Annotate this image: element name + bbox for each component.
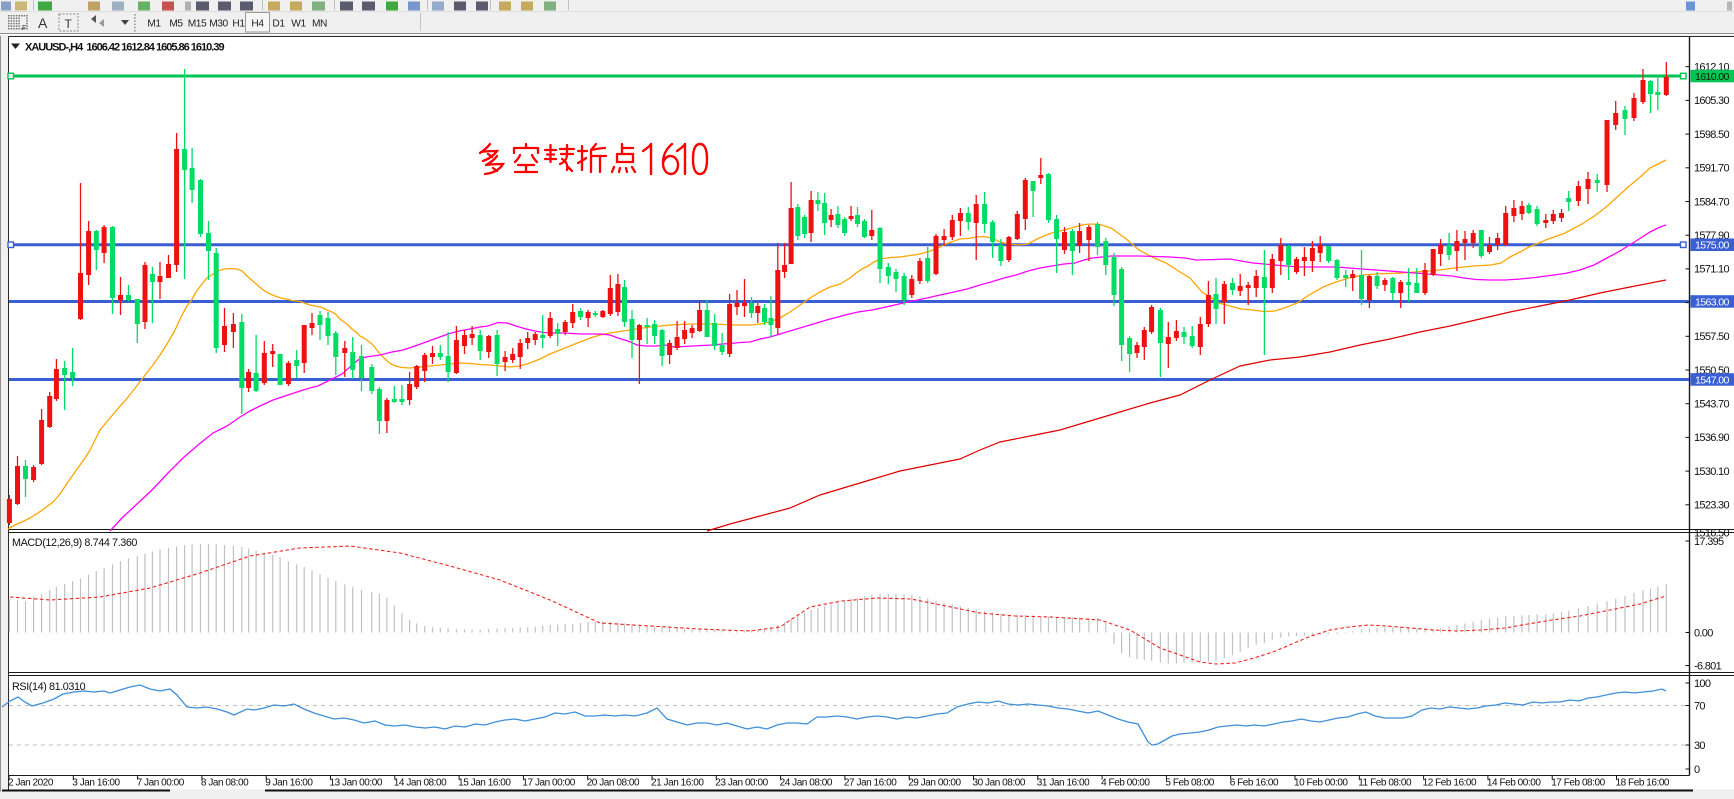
- svg-text:H1: H1: [232, 19, 245, 30]
- svg-text:15 Jan 16:00: 15 Jan 16:00: [458, 778, 511, 789]
- svg-text:M30: M30: [209, 19, 228, 30]
- svg-text:14 Jan 08:00: 14 Jan 08:00: [394, 778, 447, 789]
- svg-text:F: F: [22, 25, 26, 32]
- svg-text:1605.30: 1605.30: [1694, 95, 1729, 107]
- svg-text:1563.00: 1563.00: [1695, 296, 1730, 308]
- svg-text:6 Feb 16:00: 6 Feb 16:00: [1230, 778, 1279, 789]
- svg-text:2 Jan 2020: 2 Jan 2020: [8, 778, 54, 789]
- svg-text:100: 100: [1694, 678, 1711, 690]
- svg-text:5 Feb 08:00: 5 Feb 08:00: [1165, 778, 1214, 789]
- svg-text:A: A: [38, 15, 48, 31]
- svg-text:24 Jan 08:00: 24 Jan 08:00: [780, 778, 833, 789]
- svg-text:1557.50: 1557.50: [1694, 331, 1729, 343]
- svg-text:13 Jan 00:00: 13 Jan 00:00: [330, 778, 383, 789]
- svg-text:0.00: 0.00: [1694, 627, 1713, 639]
- svg-text:8 Jan 08:00: 8 Jan 08:00: [201, 778, 249, 789]
- svg-text:MN: MN: [312, 19, 327, 30]
- svg-text:M5: M5: [169, 19, 183, 30]
- svg-text:17 Feb 08:00: 17 Feb 08:00: [1551, 778, 1605, 789]
- svg-text:M1: M1: [147, 19, 161, 30]
- svg-text:18 Feb 16:00: 18 Feb 16:00: [1616, 778, 1670, 789]
- svg-text:1591.70: 1591.70: [1694, 163, 1729, 175]
- svg-text:1523.30: 1523.30: [1694, 500, 1729, 512]
- svg-text:MACD(12,26,9) 8.744 7.360: MACD(12,26,9) 8.744 7.360: [12, 537, 137, 549]
- svg-text:30 Jan 08:00: 30 Jan 08:00: [973, 778, 1026, 789]
- svg-text:20 Jan 08:00: 20 Jan 08:00: [587, 778, 640, 789]
- svg-text:1516.50: 1516.50: [1694, 527, 1729, 539]
- svg-text:1547.00: 1547.00: [1695, 374, 1730, 386]
- svg-text:30: 30: [1694, 740, 1705, 752]
- svg-text:1543.70: 1543.70: [1694, 399, 1729, 411]
- svg-text:10 Feb 00:00: 10 Feb 00:00: [1294, 778, 1348, 789]
- svg-text:17.395: 17.395: [1694, 536, 1724, 548]
- svg-text:D1: D1: [272, 19, 285, 30]
- svg-text:29 Jan 00:00: 29 Jan 00:00: [908, 778, 961, 789]
- svg-text:70: 70: [1694, 700, 1705, 712]
- svg-text:1571.10: 1571.10: [1694, 264, 1729, 276]
- svg-text:RSI(14) 81.0310: RSI(14) 81.0310: [12, 681, 86, 693]
- svg-text:12 Feb 16:00: 12 Feb 16:00: [1423, 778, 1477, 789]
- svg-text:27 Jan 16:00: 27 Jan 16:00: [844, 778, 897, 789]
- svg-text:0: 0: [1694, 764, 1700, 776]
- svg-text:XAUUSD-,H4 1606.42 1612.84 16: XAUUSD-,H4 1606.42 1612.84 1605.86 1610.…: [25, 42, 224, 54]
- svg-text:1598.50: 1598.50: [1694, 129, 1729, 141]
- svg-text:3 Jan 16:00: 3 Jan 16:00: [72, 778, 120, 789]
- svg-text:31 Jan 16:00: 31 Jan 16:00: [1037, 778, 1090, 789]
- svg-text:T: T: [65, 17, 73, 31]
- svg-text:21 Jan 16:00: 21 Jan 16:00: [651, 778, 704, 789]
- svg-text:9 Jan 16:00: 9 Jan 16:00: [265, 778, 313, 789]
- svg-text:1610.00: 1610.00: [1695, 71, 1730, 83]
- svg-text:M15: M15: [188, 19, 207, 30]
- svg-text:1584.70: 1584.70: [1694, 196, 1729, 208]
- svg-text:14 Feb 00:00: 14 Feb 00:00: [1487, 778, 1541, 789]
- svg-text:-6.801: -6.801: [1694, 660, 1722, 672]
- svg-text:4 Feb 00:00: 4 Feb 00:00: [1101, 778, 1150, 789]
- svg-text:11 Feb 08:00: 11 Feb 08:00: [1358, 778, 1412, 789]
- svg-text:23 Jan 00:00: 23 Jan 00:00: [715, 778, 768, 789]
- svg-text:1575.00: 1575.00: [1695, 240, 1730, 252]
- svg-text:7 Jan 00:00: 7 Jan 00:00: [137, 778, 185, 789]
- svg-text:1530.10: 1530.10: [1694, 466, 1729, 478]
- svg-text:W1: W1: [291, 19, 306, 30]
- svg-text:H4: H4: [251, 19, 264, 30]
- svg-text:1536.90: 1536.90: [1694, 432, 1729, 444]
- svg-text:17 Jan 00:00: 17 Jan 00:00: [522, 778, 575, 789]
